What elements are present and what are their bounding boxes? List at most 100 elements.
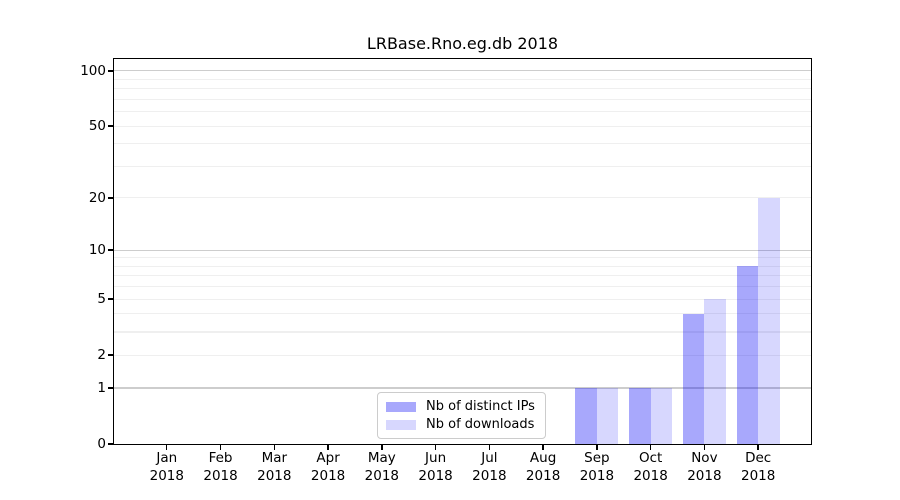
x-tick-label: Dec 2018: [741, 450, 775, 485]
x-tick-label: Jun 2018: [418, 450, 452, 485]
y-tick-mark: [108, 298, 114, 300]
gridline-minor: [114, 257, 811, 259]
x-tick-month: Sep: [584, 450, 610, 466]
y-tick-mark: [108, 197, 114, 199]
legend-item-downloads: Nb of downloads: [386, 417, 535, 432]
x-tick-year: 2018: [364, 467, 400, 484]
x-tick-mark: [596, 444, 598, 450]
y-tick-label: 20: [88, 189, 106, 206]
y-tick-label: 0: [97, 436, 106, 452]
x-tick-mark: [327, 444, 329, 450]
x-tick-mark: [649, 444, 652, 450]
x-tick-mark: [488, 444, 491, 450]
gridline-minor: [114, 265, 811, 267]
gridline-minor: [114, 298, 811, 300]
x-tick-month: Dec: [745, 450, 772, 466]
y-tick-label: 2: [97, 347, 106, 364]
x-tick-label: Oct 2018: [633, 450, 667, 485]
bar-downloads-oct: [650, 387, 673, 444]
bar-distinct-ips-nov: [682, 313, 705, 444]
x-tick-year: 2018: [579, 467, 615, 484]
bar-distinct-ips-sep: [575, 387, 597, 444]
x-tick-mark: [757, 444, 759, 450]
legend-item-distinct-ips: Nb of distinct IPs: [386, 399, 535, 414]
legend-label-distinct-ips: Nb of distinct IPs: [426, 399, 535, 414]
y-tick-label: 1: [97, 379, 106, 396]
x-tick-label: Mar 2018: [257, 450, 291, 485]
x-tick-label: Nov 2018: [687, 450, 721, 485]
x-tick-mark: [542, 444, 544, 450]
x-tick-month: Jul: [481, 450, 498, 466]
gridline-minor: [114, 143, 811, 145]
x-tick-label: May 2018: [365, 450, 399, 485]
legend-label-downloads: Nb of downloads: [426, 417, 535, 432]
y-tick-mark: [108, 443, 114, 445]
y-tick-mark: [108, 125, 114, 127]
legend-swatch-distinct-ips: [386, 401, 416, 412]
legend: Nb of distinct IPs Nb of downloads: [377, 392, 546, 439]
x-tick-month: Jan: [156, 450, 178, 466]
y-tick-label: 50: [88, 118, 106, 135]
x-tick-label: Jul 2018: [472, 450, 506, 485]
x-tick-year: 2018: [740, 467, 776, 484]
gridline-major: [114, 70, 811, 72]
gridline-minor: [114, 197, 811, 199]
x-tick-mark: [166, 444, 168, 450]
bar-downloads-sep: [596, 387, 619, 444]
gridline-minor: [114, 313, 811, 315]
x-tick-month: Oct: [638, 450, 663, 466]
y-tick-mark: [108, 70, 114, 72]
x-tick-year: 2018: [472, 467, 507, 484]
x-tick-label: Apr 2018: [311, 450, 345, 485]
gridline-minor: [114, 165, 811, 167]
x-tick-label: Sep 2018: [580, 450, 614, 485]
gridline-major: [114, 387, 811, 389]
gridline-minor: [114, 354, 811, 356]
x-tick-month: Nov: [691, 450, 718, 466]
bar-downloads-dec: [758, 197, 780, 444]
x-tick-year: 2018: [525, 467, 561, 484]
x-tick-year: 2018: [310, 467, 346, 484]
x-tick-month: Aug: [529, 450, 557, 466]
x-tick-month: Mar: [261, 450, 288, 466]
x-tick-month: May: [367, 450, 396, 466]
x-tick-month: Feb: [208, 450, 233, 466]
bar-distinct-ips-dec: [736, 266, 759, 444]
gridline-minor: [114, 331, 811, 333]
gridline-minor: [114, 78, 811, 80]
x-tick-mark: [273, 444, 275, 450]
x-tick-mark: [703, 444, 706, 450]
x-tick-month: Apr: [316, 450, 340, 466]
x-tick-year: 2018: [257, 467, 292, 484]
x-tick-year: 2018: [418, 467, 453, 484]
x-tick-month: Jun: [425, 450, 447, 466]
x-tick-mark: [381, 444, 383, 450]
chart-title: LRBase.Rno.eg.db 2018: [366, 34, 559, 53]
gridline-minor: [114, 111, 811, 113]
x-tick-mark: [219, 444, 222, 450]
x-tick-mark: [434, 444, 437, 450]
y-tick-label: 10: [88, 242, 106, 259]
gridline-major: [114, 249, 811, 251]
y-tick-mark: [108, 249, 114, 251]
bar-distinct-ips-oct: [629, 387, 651, 444]
gridline-minor: [114, 125, 811, 127]
y-tick-mark: [108, 387, 114, 389]
x-tick-label: Feb 2018: [203, 450, 237, 485]
plot-area: [112, 57, 812, 445]
gridline-minor: [114, 88, 811, 90]
x-tick-label: Aug 2018: [526, 450, 560, 485]
x-tick-label: Jan 2018: [150, 450, 184, 485]
x-tick-year: 2018: [633, 467, 668, 484]
x-tick-year: 2018: [203, 467, 238, 484]
y-tick-label: 5: [97, 291, 106, 308]
legend-swatch-downloads: [386, 419, 416, 430]
gridline-minor: [114, 98, 811, 100]
y-tick-mark: [108, 354, 114, 356]
y-tick-label: 100: [80, 62, 106, 79]
x-tick-year: 2018: [149, 467, 184, 484]
x-tick-year: 2018: [687, 467, 722, 484]
bar-downloads-nov: [704, 299, 726, 444]
gridline-minor: [114, 275, 811, 277]
